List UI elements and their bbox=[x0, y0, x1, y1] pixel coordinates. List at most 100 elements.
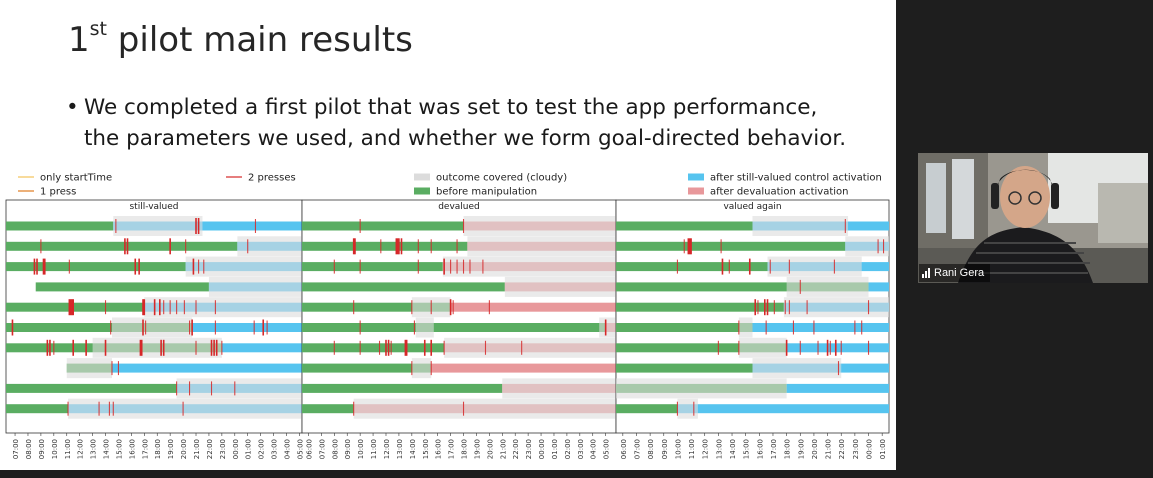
x-tick-label: 23:00 bbox=[852, 439, 860, 459]
legend-swatch bbox=[688, 173, 704, 181]
x-tick-label: 06:00 bbox=[305, 439, 313, 459]
x-tick-label: 07:00 bbox=[12, 439, 20, 459]
outcome-covered-shade bbox=[677, 398, 698, 419]
x-tick-label: 15:00 bbox=[422, 439, 430, 459]
outcome-covered-shade bbox=[845, 236, 889, 257]
x-tick-label: 16:00 bbox=[435, 439, 443, 459]
after-activation-bar bbox=[868, 282, 889, 292]
before-manipulation-bar bbox=[302, 241, 468, 251]
panel-title: valued again bbox=[723, 202, 781, 212]
x-tick-label: 21:00 bbox=[193, 439, 201, 459]
before-manipulation-bar bbox=[35, 282, 209, 292]
participant-video-frame bbox=[918, 153, 1148, 283]
outcome-covered-shade bbox=[738, 317, 753, 338]
x-tick-label: 17:00 bbox=[141, 439, 149, 459]
before-manipulation-bar bbox=[616, 241, 846, 251]
x-tick-label: 00:00 bbox=[866, 439, 874, 459]
x-tick-label: 17:00 bbox=[770, 439, 778, 459]
after-activation-bar bbox=[752, 323, 889, 332]
outcome-covered-shade bbox=[786, 276, 869, 297]
after-activation-bar bbox=[431, 363, 616, 373]
outcome-covered-shade bbox=[415, 317, 434, 338]
x-tick-label: 02:00 bbox=[258, 439, 266, 459]
before-manipulation-bar bbox=[302, 343, 445, 353]
legend-swatch bbox=[414, 187, 430, 195]
x-tick-label: 23:00 bbox=[219, 439, 227, 459]
x-tick-label: 19:00 bbox=[473, 439, 481, 459]
x-tick-label: 18:00 bbox=[461, 439, 469, 459]
before-manipulation-bar bbox=[302, 363, 432, 373]
outcome-covered-shade bbox=[208, 276, 302, 297]
after-activation-bar bbox=[111, 363, 302, 373]
bullet-line-2: the parameters we used, and whether we f… bbox=[84, 126, 847, 151]
outcome-covered-shade bbox=[66, 358, 112, 379]
x-tick-label: 22:00 bbox=[512, 439, 520, 459]
x-tick-label: 00:00 bbox=[538, 439, 546, 459]
x-tick-label: 12:00 bbox=[77, 439, 85, 459]
before-manipulation-bar bbox=[302, 221, 464, 231]
before-manipulation-bar bbox=[302, 302, 451, 312]
participant-video[interactable] bbox=[918, 153, 1148, 283]
x-tick-label: 18:00 bbox=[154, 439, 162, 459]
outcome-covered-shade bbox=[68, 398, 302, 419]
x-tick-label: 13:00 bbox=[396, 439, 404, 459]
x-tick-label: 04:00 bbox=[283, 439, 291, 459]
x-tick-label: 19:00 bbox=[797, 439, 805, 459]
before-manipulation-bar bbox=[302, 262, 443, 272]
outcome-covered-shade bbox=[144, 297, 302, 318]
legend-label: outcome covered (cloudy) bbox=[436, 173, 567, 184]
presentation-slide: 1st pilot main results • We completed a … bbox=[0, 0, 896, 470]
legend-label: 1 press bbox=[40, 187, 76, 198]
x-tick-label: 01:00 bbox=[551, 439, 559, 459]
x-tick-label: 08:00 bbox=[25, 439, 33, 459]
participant-name: Rani Gera bbox=[934, 267, 985, 279]
x-tick-label: 21:00 bbox=[499, 439, 507, 459]
bullet-symbol: • bbox=[66, 95, 79, 120]
legend-label: only startTime bbox=[40, 173, 112, 184]
outcome-covered-shade bbox=[752, 216, 849, 236]
legend-label: before manipulation bbox=[436, 187, 537, 198]
x-tick-label: 10:00 bbox=[674, 439, 682, 459]
x-tick-label: 13:00 bbox=[715, 439, 723, 459]
before-manipulation-bar bbox=[616, 323, 753, 332]
x-tick-label: 06:00 bbox=[620, 439, 628, 459]
panel-title: still-valued bbox=[129, 202, 178, 212]
outcome-covered-shade bbox=[502, 378, 616, 399]
x-tick-label: 10:00 bbox=[357, 439, 365, 459]
before-manipulation-bar bbox=[616, 363, 753, 373]
x-tick-label: 07:00 bbox=[318, 439, 326, 459]
x-tick-label: 01:00 bbox=[245, 439, 253, 459]
outcome-covered-shade bbox=[504, 276, 616, 297]
x-tick-label: 03:00 bbox=[577, 439, 585, 459]
outcome-covered-shade bbox=[111, 317, 193, 338]
x-tick-label: 14:00 bbox=[103, 439, 111, 459]
outcome-covered-shade bbox=[442, 256, 616, 277]
signal-bars-icon bbox=[922, 268, 930, 278]
legend-label: after devaluation activation bbox=[710, 187, 849, 198]
title-rest: pilot main results bbox=[107, 20, 413, 60]
before-manipulation-bar bbox=[302, 323, 606, 332]
before-manipulation-bar bbox=[6, 262, 186, 272]
x-tick-label: 07:00 bbox=[633, 439, 641, 459]
before-manipulation-bar bbox=[302, 282, 505, 292]
outcome-covered-shade bbox=[237, 236, 302, 257]
outcome-covered-shade bbox=[353, 398, 616, 419]
legend-label: after still-valued control activation bbox=[710, 173, 882, 184]
after-activation-bar bbox=[113, 221, 302, 231]
before-manipulation-bar bbox=[616, 343, 787, 353]
outcome-covered-shade bbox=[444, 337, 616, 358]
after-activation-bar bbox=[450, 302, 616, 312]
x-tick-label: 16:00 bbox=[756, 439, 764, 459]
x-tick-label: 23:00 bbox=[525, 439, 533, 459]
x-tick-label: 20:00 bbox=[180, 439, 188, 459]
before-manipulation-bar bbox=[302, 383, 503, 393]
x-tick-label: 16:00 bbox=[128, 439, 136, 459]
outcome-covered-shade bbox=[738, 337, 787, 358]
x-tick-label: 08:00 bbox=[647, 439, 655, 459]
results-chart: only startTime 1 press 2 presses outcome co… bbox=[5, 173, 890, 459]
outcome-covered-shade bbox=[176, 378, 302, 399]
after-activation-bar bbox=[786, 383, 889, 393]
after-activation-bar bbox=[192, 323, 302, 332]
before-manipulation-bar bbox=[616, 282, 869, 292]
x-tick-label: 11:00 bbox=[64, 439, 72, 459]
